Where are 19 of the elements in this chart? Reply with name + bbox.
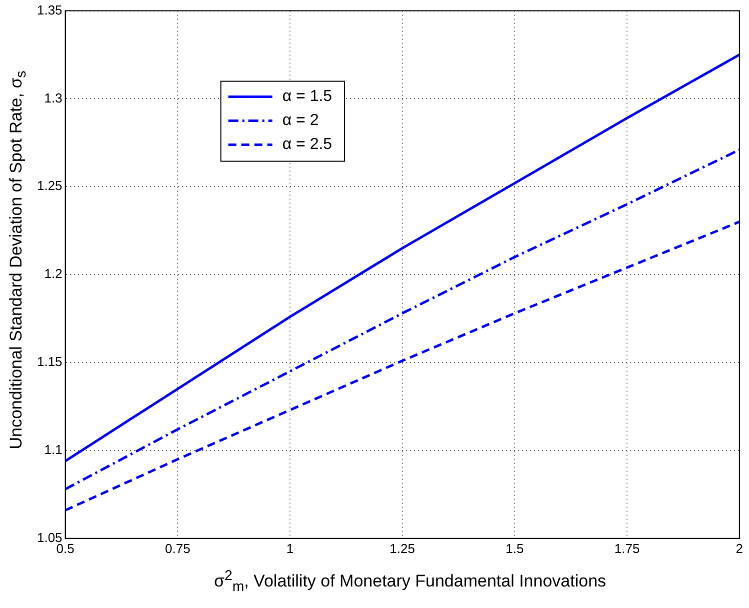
- x-tick-label: 2: [736, 540, 743, 556]
- x-tick-label: 0.75: [164, 540, 190, 556]
- legend-label: α = 2: [282, 112, 319, 130]
- legend-label: α = 2.5: [282, 136, 332, 154]
- x-tick-label: 1: [286, 540, 294, 556]
- y-tick-label: 1.25: [36, 178, 62, 194]
- legend-label: α = 1.5: [282, 88, 332, 106]
- y-tick-label: 1.15: [36, 354, 62, 370]
- y-tick-label: 1.35: [36, 2, 62, 18]
- line-series: [65, 220, 740, 512]
- x-tick-label: 1.5: [506, 540, 524, 556]
- y-tick-label: 1.3: [44, 90, 62, 106]
- x-tick-label: 1.75: [614, 540, 640, 556]
- x-axis-title: σ$^{2}$$_{m}$, Volatility of Monetary Fundamental Innovations: [212, 568, 608, 596]
- y-tick-label: 1.05: [36, 530, 62, 545]
- y-tick-label: 1.2: [44, 266, 62, 282]
- line-series: [65, 148, 740, 490]
- y-tick-label: 1.1: [44, 442, 62, 458]
- x-tick-label: 1.25: [390, 540, 415, 556]
